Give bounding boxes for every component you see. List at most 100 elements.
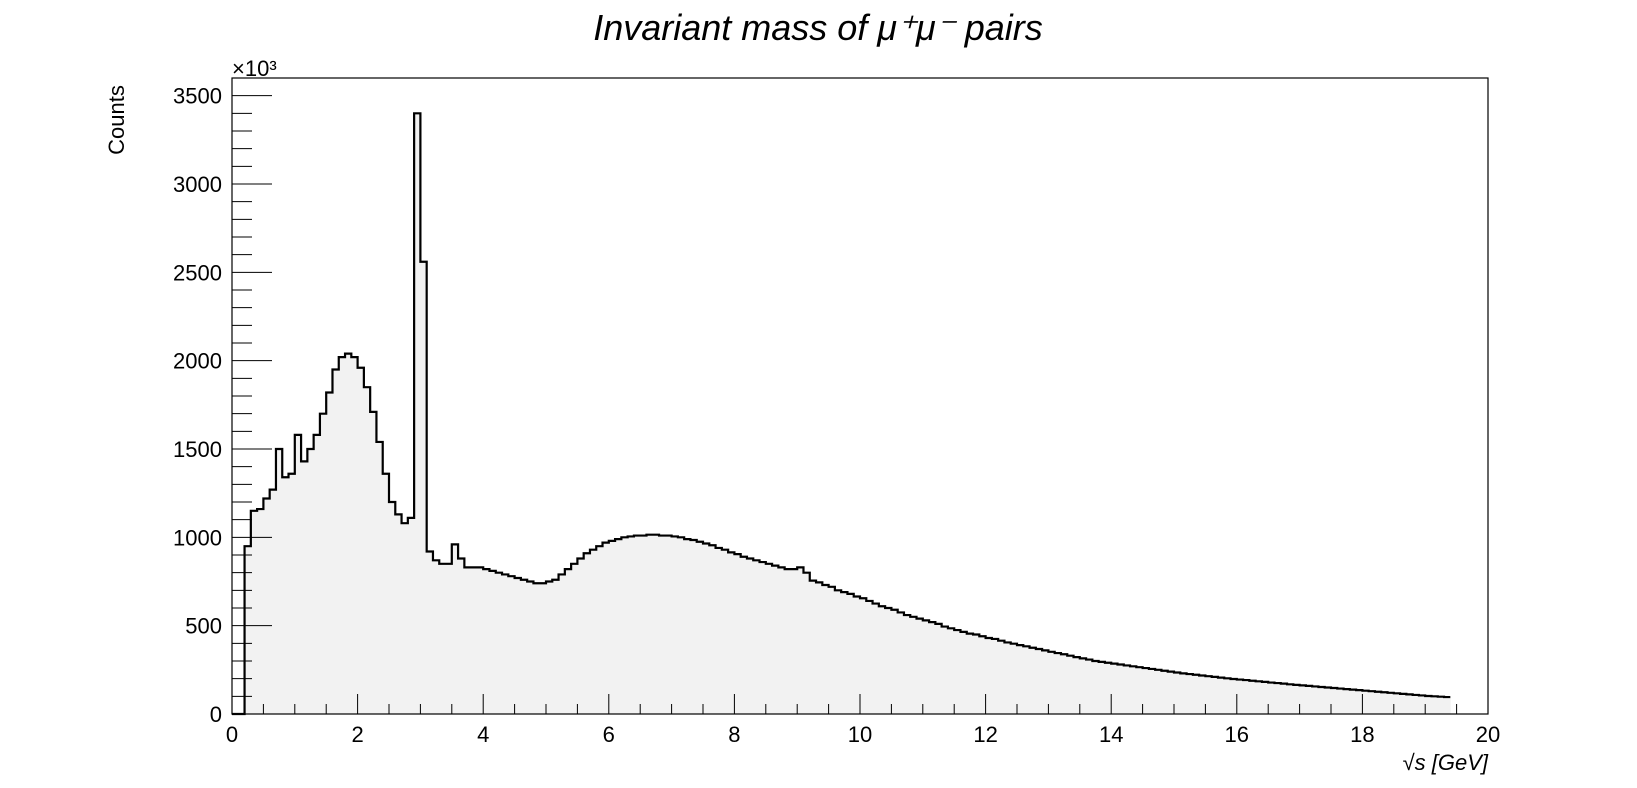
y-tick-label: 0 — [210, 702, 222, 727]
histogram-bin — [527, 581, 534, 714]
y-tick-label: 2500 — [173, 260, 222, 285]
histogram-bin — [615, 539, 622, 714]
y-tick-label: 3000 — [173, 172, 222, 197]
histogram-bin — [734, 554, 742, 714]
histogram-bin — [1211, 676, 1219, 714]
histogram-bin — [929, 622, 936, 714]
chart-title: Invariant mass of μ⁺μ⁻ pairs — [593, 7, 1043, 48]
histogram-bin — [740, 556, 748, 714]
x-tick-label: 8 — [728, 722, 740, 747]
histogram-bin — [772, 565, 779, 714]
histogram-bin — [1230, 679, 1238, 714]
histogram-bin — [596, 546, 603, 714]
histogram-bin — [853, 596, 861, 714]
histogram-bin — [1217, 677, 1225, 714]
histogram-bin — [1393, 693, 1401, 714]
histogram-bin — [1381, 692, 1388, 714]
histogram-bin — [1167, 671, 1175, 714]
x-tick-label: 18 — [1350, 722, 1374, 747]
histogram-bin — [1148, 668, 1156, 714]
histogram-bin — [872, 603, 880, 714]
histogram-bin — [389, 502, 396, 714]
histogram-bin — [866, 600, 873, 714]
histogram-bin — [1054, 653, 1062, 714]
x-tick-label: 12 — [973, 722, 997, 747]
histogram-bin — [1111, 663, 1118, 714]
tick-labels: 0 2 4 6 8 10 12 14 16 18 20 0 500 1000 1500 2000 2500 300… — [173, 84, 1500, 747]
histogram-bin — [803, 572, 811, 714]
histogram-bin — [357, 367, 365, 714]
histogram-bin — [1280, 683, 1288, 714]
histogram-bin — [677, 537, 685, 714]
histogram-bin — [1199, 675, 1206, 714]
histogram-bin — [973, 634, 980, 714]
histogram-bin — [275, 449, 283, 714]
histogram-bin — [552, 579, 559, 714]
histogram-bin — [1048, 651, 1056, 714]
histogram-bin — [1356, 690, 1363, 714]
histogram-bin — [1079, 658, 1087, 714]
histogram-bin — [1224, 678, 1231, 714]
histogram-bin — [922, 620, 930, 714]
histogram-bin — [269, 489, 277, 714]
histogram-bin — [935, 623, 943, 714]
histogram-bin — [294, 434, 302, 714]
histogram-bin — [1010, 643, 1018, 714]
histogram-bin — [709, 545, 716, 714]
y-tick-label: 1500 — [173, 437, 222, 462]
histogram-bin — [282, 477, 289, 714]
histogram-bin — [652, 534, 660, 714]
histogram-bin — [420, 261, 428, 714]
histogram-bin — [728, 552, 735, 714]
histogram-bin — [916, 618, 924, 714]
histogram-bin — [508, 576, 515, 714]
histogram-bin — [640, 535, 647, 714]
y-axis-label: Counts — [104, 85, 129, 155]
histogram-bin — [627, 536, 635, 714]
histogram-bin — [1312, 686, 1319, 714]
histogram-bin — [288, 473, 296, 714]
histogram-bin — [1236, 679, 1244, 714]
histogram-bin — [1098, 661, 1106, 714]
histogram-bin — [721, 549, 729, 714]
histogram-bin — [1437, 696, 1445, 714]
histogram-bin — [1161, 670, 1169, 714]
histogram-bin — [1243, 680, 1250, 714]
histogram-bin — [602, 542, 610, 714]
histogram-bin — [439, 563, 446, 714]
histogram-bin — [445, 563, 453, 714]
histogram-bin — [533, 583, 541, 714]
histogram-bin — [1337, 688, 1344, 714]
histogram-bin — [520, 579, 528, 714]
histogram-bin — [941, 626, 949, 714]
histogram-bin — [703, 543, 710, 714]
histogram-bin — [910, 616, 917, 714]
histogram-bin — [784, 569, 792, 714]
histogram-bin — [1444, 697, 1451, 714]
histogram-bin — [571, 563, 578, 714]
histogram-bin — [1324, 687, 1332, 714]
histogram-bin — [313, 434, 321, 714]
histogram-bin — [257, 509, 264, 714]
x-tick-label: 14 — [1099, 722, 1123, 747]
histogram-bin — [979, 636, 986, 714]
histogram-bin — [1368, 691, 1376, 714]
histogram-bin — [1406, 694, 1414, 714]
histogram-bin — [1431, 696, 1439, 714]
histogram-bin — [797, 567, 804, 714]
histogram-bin — [1274, 683, 1282, 714]
y-multiplier: ×10³ — [232, 56, 277, 81]
histogram-bin — [1104, 662, 1112, 714]
histogram-bin — [1155, 669, 1162, 714]
histogram-bin — [1287, 684, 1294, 714]
histogram-bin — [1255, 681, 1263, 714]
histogram-bin — [1086, 659, 1093, 714]
histogram-fill — [244, 113, 1451, 715]
histogram-bin — [715, 547, 723, 714]
histogram-bin — [998, 640, 1005, 714]
histogram-bin — [1305, 685, 1313, 714]
histogram-bin — [1130, 666, 1137, 714]
histogram-bin — [633, 535, 641, 714]
histogram-bin — [332, 369, 340, 714]
histogram-bin — [1425, 695, 1432, 714]
